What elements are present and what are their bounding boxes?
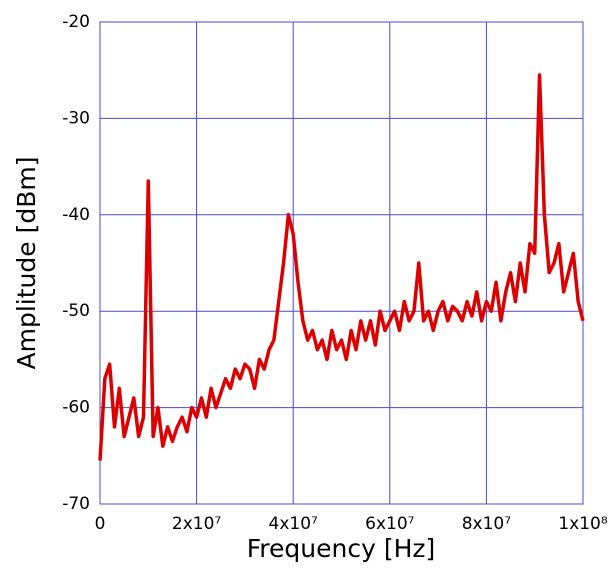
y-tick-label: -60	[62, 398, 90, 418]
y-tick-label: -40	[62, 205, 90, 225]
x-tick-label: 8x10⁷	[462, 514, 512, 534]
x-axis-label: Frequency [Hz]	[247, 534, 436, 563]
y-axis-label: Amplitude [dBm]	[12, 157, 41, 370]
data-line	[98, 73, 585, 461]
x-tick-label: 1x10⁸	[558, 514, 608, 534]
y-tick-label: -30	[62, 108, 90, 128]
x-tick-label: 4x10⁷	[269, 514, 319, 534]
x-tick-label: 0	[95, 514, 106, 534]
plot-frame	[99, 21, 584, 505]
x-tick-label: 6x10⁷	[365, 514, 415, 534]
y-tick-label: -20	[62, 12, 90, 32]
y-tick-label: -50	[62, 301, 90, 321]
x-tick-label: 2x10⁷	[172, 514, 222, 534]
y-tick-label: -70	[62, 494, 90, 514]
